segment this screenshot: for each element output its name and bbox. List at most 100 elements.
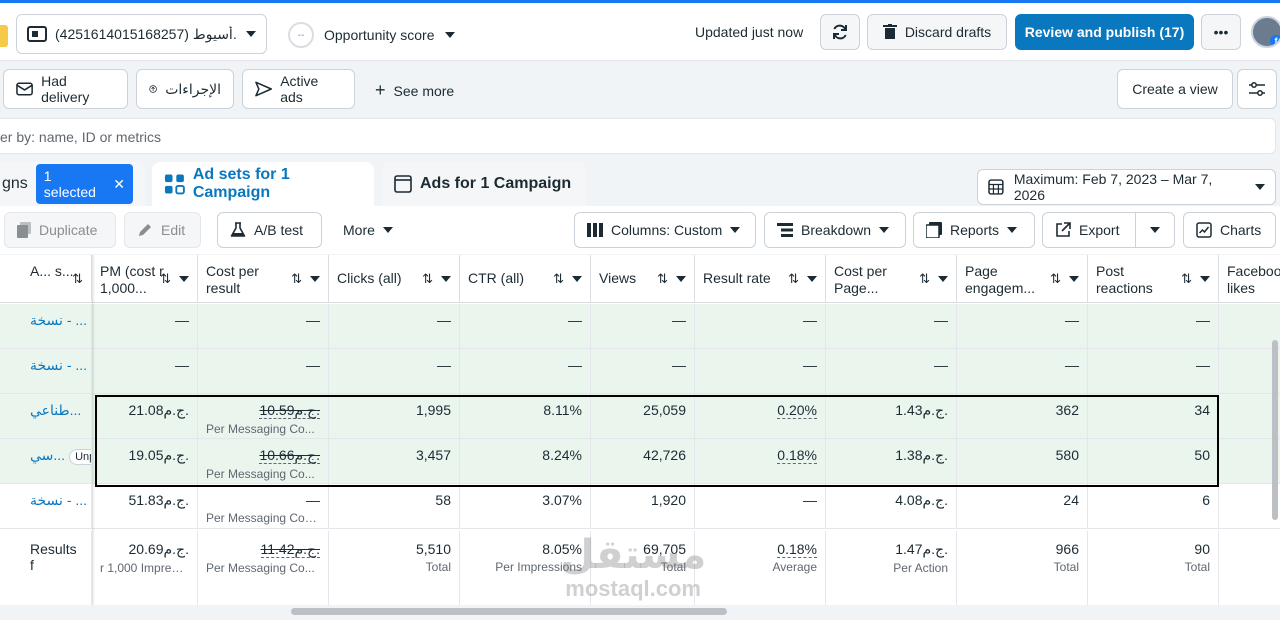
cell-views: — (591, 349, 695, 393)
vertical-scrollbar[interactable] (1272, 340, 1278, 520)
view-settings-button[interactable] (1237, 69, 1277, 109)
tabs-row: gns 1 selected ✕ Ad sets for 1 Campaign … (0, 160, 1280, 206)
see-more-button[interactable]: + See more (375, 80, 454, 101)
col-header-page-engagement[interactable]: Page engagem... ⇅ (957, 255, 1088, 303)
col-header-cpm[interactable]: PM (cost r 1,000... ⇅ (92, 255, 198, 303)
sort-icon[interactable]: ⇅ (160, 271, 171, 286)
search-input[interactable]: er by: name, ID or metrics (0, 118, 1276, 154)
totals-value: 0.18% (777, 541, 817, 558)
discard-drafts-button[interactable]: Discard drafts (867, 14, 1007, 50)
account-name: (4251614015168257) أسيوط... (55, 25, 238, 42)
duplicate-button[interactable]: Duplicate (4, 212, 116, 248)
ab-test-button[interactable]: A/B test (217, 212, 322, 248)
table-row[interactable]: نسخة - ... 51.83ج.م. — Per Messaging Con...… (0, 484, 1280, 529)
more-actions-dropdown[interactable]: More (330, 212, 416, 248)
cell-value: 1,920 (650, 492, 686, 508)
chevron-down-icon (730, 227, 741, 233)
reports-dropdown[interactable]: Reports (913, 212, 1035, 248)
send-icon (255, 81, 273, 97)
sort-icon[interactable]: ⇅ (422, 271, 433, 286)
cell-sub: Per Messaging Con... (206, 511, 320, 525)
chevron-down-icon (246, 31, 256, 37)
col-header-cost-per-result[interactable]: Cost per result ⇅ (198, 255, 329, 303)
more-options-button[interactable]: ••• (1201, 14, 1241, 50)
columns-dropdown[interactable]: Columns: Custom (574, 212, 756, 248)
row-name-link[interactable]: طناعي... (22, 394, 92, 438)
chevron-down-icon[interactable] (572, 275, 582, 282)
row-name-link[interactable]: نسخة - ... (22, 349, 92, 393)
columns-label: Columns: Custom (611, 222, 723, 238)
chevron-down-icon[interactable] (1200, 275, 1210, 282)
refresh-button[interactable] (820, 14, 860, 50)
date-range-picker[interactable]: Maximum: Feb 7, 2023 – Mar 7, 2026 (977, 169, 1276, 205)
cell-value: 3,457 (415, 447, 451, 463)
col-header-facebook-likes[interactable]: Faceboo likes (1219, 255, 1280, 303)
sort-icon[interactable]: ⇅ (788, 271, 799, 286)
close-icon[interactable]: ✕ (113, 175, 125, 192)
tab-campaigns[interactable]: gns 1 selected ✕ (0, 162, 145, 206)
cell-value: 21.08ج.م. (128, 402, 189, 418)
side-panel-tab[interactable] (0, 25, 8, 47)
had-delivery-filter[interactable]: Had delivery (3, 69, 128, 109)
row-name-link[interactable]: سي...Unp (22, 439, 92, 483)
col-header-result-rate[interactable]: Result rate ⇅ (695, 255, 826, 303)
chevron-down-icon[interactable] (179, 275, 189, 282)
cell-pr: 34 (1088, 394, 1219, 438)
col-header-clicks[interactable]: Clicks (all) ⇅ (329, 255, 460, 303)
edit-button[interactable]: Edit (124, 212, 201, 248)
sort-icon[interactable]: ⇅ (72, 271, 83, 286)
charts-button[interactable]: Charts (1183, 212, 1276, 248)
row-name-link[interactable]: نسخة - ... (22, 304, 92, 348)
table-row[interactable]: سي...Unp 19.05ج.م. 10.66ج.م. Per Messaging … (0, 439, 1280, 484)
avatar[interactable]: f (1251, 16, 1280, 48)
date-range-label: Maximum: Feb 7, 2023 – Mar 7, 2026 (1013, 171, 1213, 203)
sort-icon[interactable]: ⇅ (919, 271, 930, 286)
chevron-down-icon[interactable] (441, 275, 451, 282)
reports-icon (926, 222, 942, 238)
opportunity-score-dropdown[interactable]: -- Opportunity score (288, 22, 455, 48)
chevron-down-icon[interactable] (938, 275, 948, 282)
tab-ads[interactable]: Ads for 1 Campaign (382, 162, 586, 206)
col-header-attribution[interactable]: A... s... ⇅ (22, 255, 92, 303)
chevron-down-icon[interactable] (310, 275, 320, 282)
sort-icon[interactable]: ⇅ (657, 271, 668, 286)
row-name-link[interactable]: نسخة - ... (22, 484, 92, 528)
review-publish-button[interactable]: Review and publish (17) (1015, 14, 1194, 50)
table-row[interactable]: طناعي... 21.08ج.م. 10.59ج.م. Per Messaging … (0, 394, 1280, 439)
ad-window-icon (394, 175, 412, 193)
chevron-down-icon[interactable] (676, 275, 686, 282)
col-header-cost-per-page[interactable]: Cost per Page... ⇅ (826, 255, 957, 303)
selected-chip[interactable]: 1 selected ✕ (35, 164, 133, 204)
sort-icon[interactable]: ⇅ (553, 271, 564, 286)
cell-clicks: — (329, 304, 460, 348)
tab-adsets[interactable]: Ad sets for 1 Campaign (152, 162, 374, 206)
cell-cpp: — (826, 349, 957, 393)
cell-sub: Per Messaging Co... (206, 422, 315, 436)
sort-icon[interactable]: ⇅ (1050, 271, 1061, 286)
chevron-down-icon[interactable] (807, 275, 817, 282)
sort-icon[interactable]: ⇅ (291, 271, 302, 286)
actions-filter[interactable]: الإجراءات (136, 69, 234, 109)
col-header-post-reactions[interactable]: Post reactions ⇅ (1088, 255, 1219, 303)
totals-value: 11.42ج.م. (260, 541, 320, 558)
col-header-views[interactable]: Views ⇅ (591, 255, 695, 303)
cell-value: — (175, 357, 189, 373)
cell-value: — (437, 357, 451, 373)
account-selector[interactable]: (4251614015168257) أسيوط... (16, 14, 267, 54)
table-row[interactable]: نسخة - ... — — — — — — — — — (0, 304, 1280, 349)
cell-value: 10.59ج.م. (259, 402, 320, 419)
create-view-button[interactable]: Create a view (1117, 69, 1233, 109)
active-ads-filter[interactable]: Active ads (242, 69, 355, 109)
totals-sub: Total (425, 560, 451, 574)
table-row[interactable]: نسخة - ... — — — — — — — — — (0, 349, 1280, 394)
breakdown-dropdown[interactable]: Breakdown (764, 212, 906, 248)
chevron-down-icon[interactable] (1069, 275, 1079, 282)
opportunity-score-ring-icon: -- (288, 22, 314, 48)
horizontal-scrollbar[interactable] (291, 608, 727, 615)
sort-icon[interactable]: ⇅ (1181, 271, 1192, 286)
cell-rr: 0.18% (695, 439, 826, 483)
cell-cpp: 1.43ج.م. (826, 394, 957, 438)
export-button[interactable]: Export (1042, 212, 1136, 248)
export-options-button[interactable] (1135, 212, 1175, 248)
col-header-ctr[interactable]: CTR (all) ⇅ (460, 255, 591, 303)
